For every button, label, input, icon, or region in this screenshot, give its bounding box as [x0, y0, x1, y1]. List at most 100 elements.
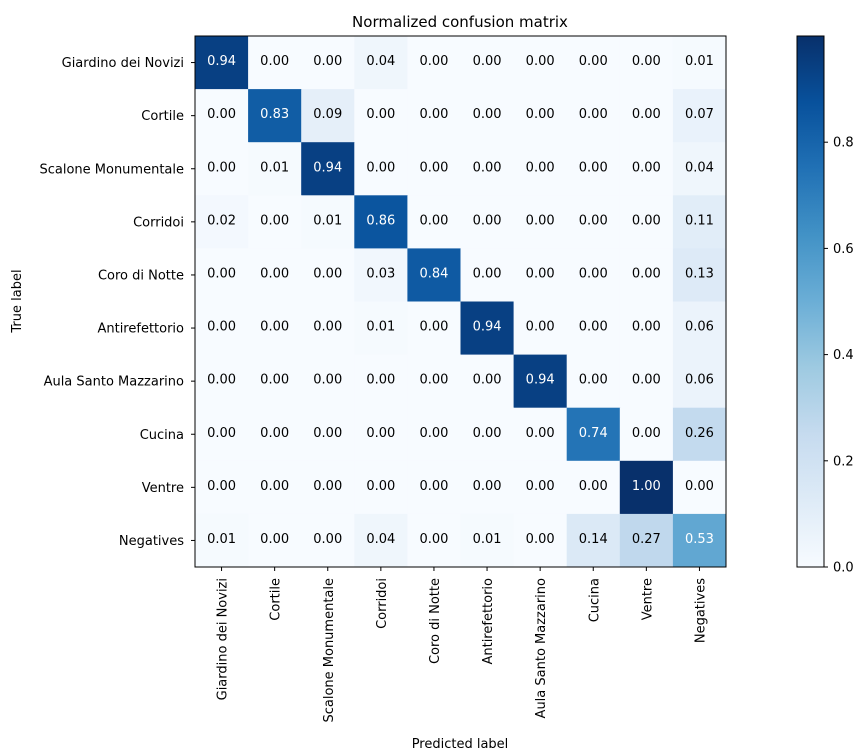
- cell-value-label: 0.00: [366, 479, 395, 494]
- cell-value-label: 0.03: [366, 266, 395, 281]
- heatmap-cell: [460, 354, 515, 409]
- x-tick-label: Corridoi: [375, 578, 390, 629]
- cell-value-label: 0.00: [313, 426, 342, 441]
- cell-value-label: 1.00: [632, 479, 661, 494]
- cell-value-label: 0.00: [473, 54, 502, 69]
- heatmap-cell: [354, 89, 408, 143]
- cell-value-label: 0.83: [260, 107, 289, 122]
- heatmap-cell: [248, 142, 302, 196]
- heatmap-cell: [619, 301, 674, 356]
- cell-value-label: 0.00: [526, 160, 555, 175]
- cell-value-label: 0.00: [473, 213, 502, 228]
- heatmap-cell: [619, 36, 674, 90]
- heatmap-cell: [513, 142, 568, 196]
- x-axis-ticks: Giardino dei Novizi Cortile Scalone Monume…: [216, 567, 708, 723]
- heatmap-cell: [513, 301, 568, 356]
- cell-value-label: 0.06: [685, 373, 714, 388]
- cell-value-label: 0.94: [313, 160, 342, 175]
- cell-value-label: 0.26: [685, 426, 714, 441]
- cell-value-label: 0.00: [313, 532, 342, 547]
- cell-value-label: 0.00: [419, 479, 448, 494]
- cell-value-label: 0.00: [313, 320, 342, 335]
- heatmap-cell: [248, 36, 302, 90]
- y-tick-label: Antirefettorio: [97, 322, 184, 337]
- cell-value-label: 0.27: [632, 532, 661, 547]
- cell-value-label: 0.00: [260, 532, 289, 547]
- heatmap-cell: [301, 142, 355, 196]
- cell-value-label: 0.02: [207, 213, 236, 228]
- cell-value-label: 0.00: [313, 266, 342, 281]
- heatmap-cell: [619, 248, 674, 302]
- cell-value-label: 0.01: [313, 213, 342, 228]
- heatmap-cell: [672, 513, 727, 568]
- cell-value-label: 0.00: [473, 266, 502, 281]
- x-tick-label: Coro di Notte: [428, 578, 443, 664]
- cell-value-label: 0.00: [473, 373, 502, 388]
- heatmap-cell: [301, 354, 355, 409]
- heatmap-cell: [513, 407, 568, 462]
- cell-value-label: 0.00: [632, 213, 661, 228]
- heatmap-cell: [301, 195, 355, 249]
- colorbar-tick-label: 0.6: [833, 242, 854, 257]
- cell-value-label: 0.00: [366, 107, 395, 122]
- cell-value-label: 0.00: [632, 266, 661, 281]
- cell-value-label: 0.00: [473, 107, 502, 122]
- colorbar: [796, 35, 825, 568]
- heatmap-cell: [460, 301, 515, 356]
- heatmap-cell: [407, 248, 461, 302]
- heatmap-cell: [195, 513, 249, 568]
- colorbar-tick-label: 0.0: [833, 561, 854, 576]
- heatmap-cell: [301, 36, 355, 90]
- heatmap-cell: [354, 354, 408, 409]
- cell-value-label: 0.01: [260, 160, 289, 175]
- heatmap-cell: [566, 354, 621, 409]
- y-tick-label: Cucina: [140, 428, 184, 443]
- plot-frame: [194, 35, 727, 568]
- heatmap-cell: [513, 89, 568, 143]
- cell-value-label: 0.00: [579, 107, 608, 122]
- heatmap-cell: [195, 460, 249, 515]
- x-tick-label: Cortile: [269, 578, 284, 621]
- heatmap-cell: [407, 513, 461, 568]
- heatmap-cell: [619, 407, 674, 462]
- heatmap-cell: [301, 248, 355, 302]
- cell-value-label: 0.00: [473, 160, 502, 175]
- heatmap-cell: [301, 513, 355, 568]
- cell-value-label: 0.00: [419, 532, 448, 547]
- cell-value-label: 0.14: [579, 532, 608, 547]
- cell-value-label: 0.01: [207, 532, 236, 547]
- cell-value-label: 0.00: [260, 213, 289, 228]
- heatmap-cell: [248, 248, 302, 302]
- heatmap-cell: [672, 301, 727, 356]
- x-tick-label: Aula Santo Mazzarino: [534, 578, 549, 718]
- cell-value-label: 0.00: [419, 320, 448, 335]
- heatmap-cell: [407, 407, 461, 462]
- cell-value-label: 0.00: [207, 373, 236, 388]
- cell-value-label: 0.04: [366, 532, 395, 547]
- heatmap-cell: [672, 36, 727, 90]
- heatmap-cell: [672, 248, 727, 302]
- heatmap-cell: [566, 89, 621, 143]
- cell-value-label: 0.94: [526, 373, 555, 388]
- cell-value-label: 0.00: [313, 54, 342, 69]
- cell-value-label: 0.04: [366, 54, 395, 69]
- heatmap-cell: [301, 301, 355, 356]
- cell-value-label: 0.00: [207, 266, 236, 281]
- y-axis-ticks: Giardino dei Novizi Cortile Scalone Monume…: [39, 56, 195, 549]
- heatmap-cell: [195, 301, 249, 356]
- cell-value-label: 0.00: [419, 426, 448, 441]
- cell-value-label: 0.00: [419, 107, 448, 122]
- heatmap-cell: [195, 89, 249, 143]
- cell-value-label: 0.00: [579, 213, 608, 228]
- cell-value-label: 0.00: [685, 479, 714, 494]
- heatmap-cell: [354, 195, 408, 249]
- cell-value-label: 0.00: [313, 373, 342, 388]
- cell-value-label: 0.00: [526, 426, 555, 441]
- heatmap-cell: [354, 36, 408, 90]
- heatmap-cell: [354, 248, 408, 302]
- heatmap-cell: [195, 354, 249, 409]
- heatmap-cell: [513, 36, 568, 90]
- y-tick-label: Coro di Notte: [98, 268, 184, 283]
- cell-value-label: 0.00: [419, 213, 448, 228]
- cell-value-label: 0.00: [260, 54, 289, 69]
